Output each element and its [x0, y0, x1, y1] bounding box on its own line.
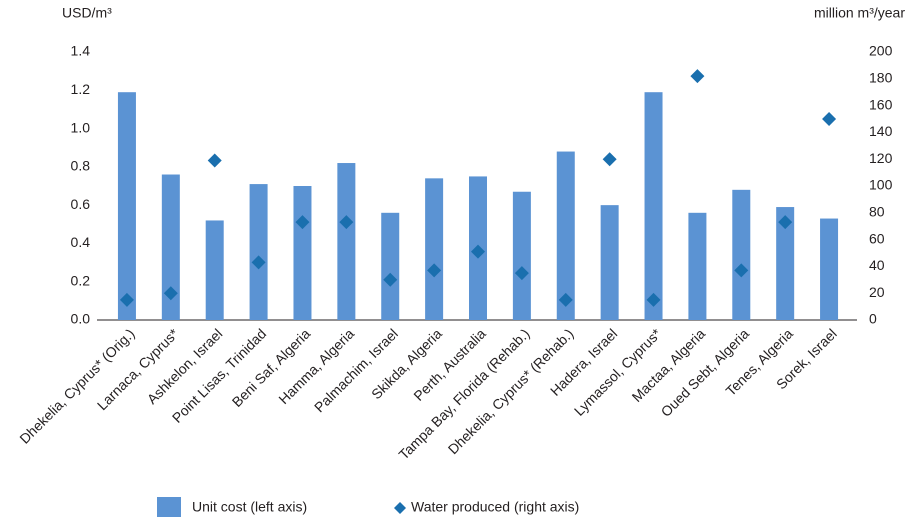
diamond-marker	[383, 272, 398, 287]
y-tick-label: 1.2	[71, 81, 91, 97]
y2-tick-label: 200	[869, 43, 893, 59]
x-tick-label: Larnaca, Cyprus*	[94, 325, 182, 413]
y2-tick-label: 0	[869, 311, 877, 327]
diamond-marker	[646, 292, 661, 307]
bar	[117, 92, 136, 320]
y2-tick-label: 120	[869, 150, 893, 166]
y2-tick-label: 60	[869, 230, 885, 246]
y-tick-label: 1.4	[71, 43, 91, 59]
diamond-marker	[734, 263, 749, 278]
y2-tick-label: 140	[869, 123, 893, 139]
diamond-marker	[427, 263, 442, 278]
y-tick-label: 0.6	[71, 196, 91, 212]
diamond-marker	[822, 112, 837, 126]
y2-tick-label: 180	[869, 70, 893, 86]
legend-swatch	[157, 497, 181, 517]
bar	[732, 189, 751, 320]
y2-axis-label: million m³/year	[814, 5, 905, 21]
y2-tick-label: 20	[869, 284, 885, 300]
bar	[161, 174, 180, 320]
y-tick-label: 0.4	[71, 234, 91, 250]
bar	[776, 207, 795, 320]
diamond-marker	[295, 215, 310, 230]
diamond-marker	[471, 244, 485, 259]
legend-label: Unit cost (left axis)	[192, 499, 307, 515]
bar	[381, 212, 400, 320]
diamond-marker	[558, 292, 573, 307]
diamond-marker	[207, 153, 222, 168]
bar	[425, 178, 444, 320]
y-axis-label: USD/m³	[62, 5, 112, 21]
diamond-marker	[251, 255, 266, 270]
legend-label: Water produced (right axis)	[411, 499, 579, 515]
diamond-marker	[514, 266, 529, 281]
diamond-marker	[778, 215, 793, 230]
bar	[644, 92, 663, 320]
y2-tick-label: 80	[869, 204, 885, 220]
x-tick-label: Beni Saf, Algeria	[229, 325, 314, 410]
x-tick-label: Hamma, Algeria	[275, 325, 357, 407]
legend-swatch	[394, 502, 406, 514]
bar	[820, 218, 839, 320]
bar	[293, 186, 312, 320]
bar	[337, 163, 356, 320]
y-tick-label: 0.2	[71, 272, 91, 288]
diamond-marker	[339, 215, 354, 230]
bar	[205, 220, 224, 320]
y-tick-label: 0.8	[71, 158, 91, 174]
bar	[688, 212, 707, 320]
y2-tick-label: 160	[869, 96, 893, 112]
bar	[600, 205, 619, 320]
y-tick-label: 0.0	[71, 311, 91, 327]
diamond-marker	[690, 69, 705, 84]
bar	[249, 184, 268, 320]
y2-tick-label: 100	[869, 177, 893, 193]
bar	[556, 151, 575, 320]
diamond-marker	[602, 152, 617, 167]
y2-tick-label: 40	[869, 257, 885, 273]
diamond-marker	[119, 292, 134, 307]
y-tick-label: 1.0	[71, 119, 91, 135]
x-tick-label: Ashkelon, Israel	[144, 325, 226, 407]
diamond-marker	[163, 286, 178, 301]
bar	[512, 191, 531, 320]
